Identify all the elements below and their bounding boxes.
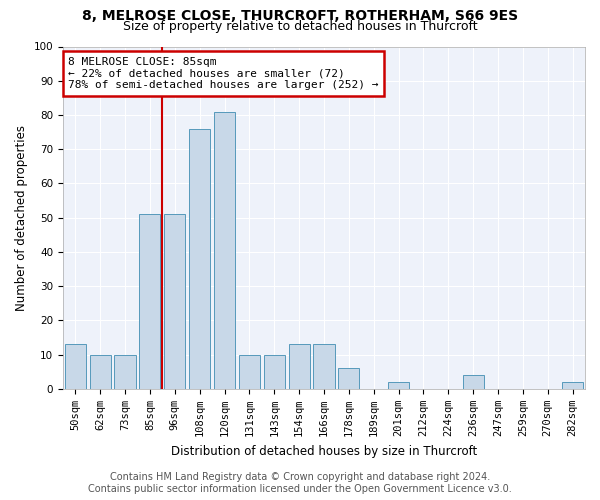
Y-axis label: Number of detached properties: Number of detached properties bbox=[15, 124, 28, 310]
Bar bbox=[214, 112, 235, 389]
Bar bbox=[115, 354, 136, 389]
Bar bbox=[289, 344, 310, 389]
Text: 8 MELROSE CLOSE: 85sqm
← 22% of detached houses are smaller (72)
78% of semi-det: 8 MELROSE CLOSE: 85sqm ← 22% of detached… bbox=[68, 57, 379, 90]
Bar bbox=[388, 382, 409, 389]
Bar bbox=[313, 344, 335, 389]
X-axis label: Distribution of detached houses by size in Thurcroft: Distribution of detached houses by size … bbox=[171, 444, 477, 458]
Bar bbox=[239, 354, 260, 389]
Bar bbox=[263, 354, 285, 389]
Bar bbox=[164, 214, 185, 389]
Bar bbox=[139, 214, 160, 389]
Bar bbox=[189, 128, 210, 389]
Text: Size of property relative to detached houses in Thurcroft: Size of property relative to detached ho… bbox=[122, 20, 478, 33]
Bar bbox=[65, 344, 86, 389]
Bar bbox=[338, 368, 359, 389]
Bar bbox=[463, 375, 484, 389]
Bar bbox=[562, 382, 583, 389]
Bar bbox=[89, 354, 111, 389]
Text: 8, MELROSE CLOSE, THURCROFT, ROTHERHAM, S66 9ES: 8, MELROSE CLOSE, THURCROFT, ROTHERHAM, … bbox=[82, 9, 518, 23]
Text: Contains HM Land Registry data © Crown copyright and database right 2024.
Contai: Contains HM Land Registry data © Crown c… bbox=[88, 472, 512, 494]
